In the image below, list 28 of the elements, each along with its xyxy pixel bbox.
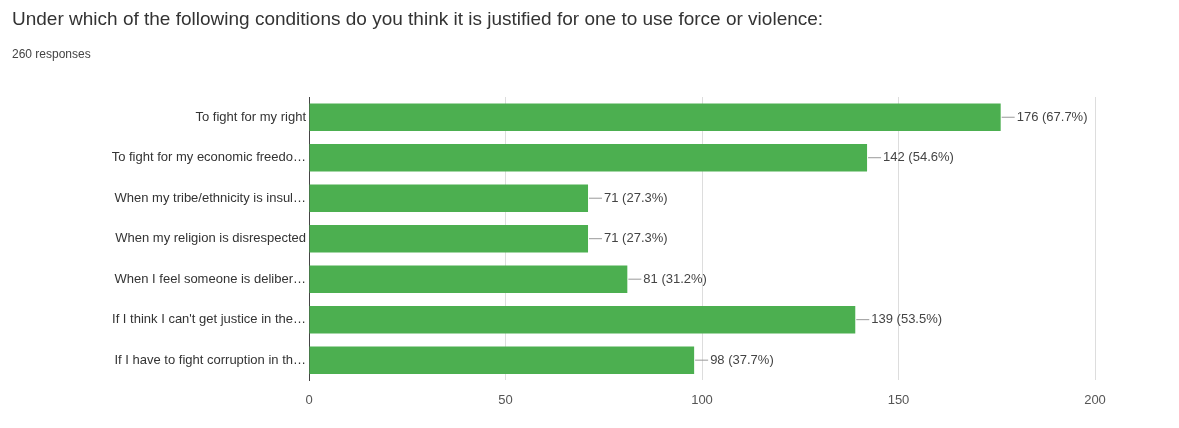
y-tick-label: If I think I can't get justice in the… bbox=[112, 311, 306, 327]
data-label: 98 (37.7%) bbox=[710, 351, 774, 367]
data-label: 71 (27.3%) bbox=[604, 230, 668, 246]
bar bbox=[309, 224, 589, 253]
x-tick-label: 0 bbox=[305, 391, 313, 407]
chart-title: Under which of the following conditions do you think it is justified for one to use force or violence: bbox=[12, 8, 824, 30]
y-tick-label: If I have to fight corruption in th… bbox=[114, 351, 306, 367]
y-tick-label: When my religion is disrespected bbox=[115, 230, 306, 246]
data-label: 81 (31.2%) bbox=[643, 270, 707, 286]
data-label: 139 (53.5%) bbox=[871, 311, 943, 327]
x-tick-label: 100 bbox=[691, 391, 713, 407]
y-tick-label: When I feel someone is deliber… bbox=[114, 270, 306, 286]
bar bbox=[309, 143, 868, 172]
x-tick-label: 200 bbox=[1084, 391, 1106, 407]
y-tick-label: To fight for my right bbox=[195, 108, 307, 124]
data-label: 71 (27.3%) bbox=[604, 189, 668, 205]
bar bbox=[309, 305, 856, 334]
bar bbox=[309, 265, 628, 293]
data-label: 176 (67.7%) bbox=[1016, 108, 1088, 124]
data-label: 142 (54.6%) bbox=[883, 149, 954, 165]
x-tick-label: 50 bbox=[498, 391, 513, 407]
bar bbox=[309, 103, 1001, 132]
y-tick-label: When my tribe/ethnicity is insul… bbox=[114, 189, 306, 205]
bar bbox=[309, 184, 589, 212]
y-tick-label: To fight for my economic freedo… bbox=[111, 149, 306, 165]
text: 260 responses bbox=[12, 47, 91, 61]
bar bbox=[309, 346, 695, 374]
x-tick-label: 150 bbox=[887, 391, 910, 407]
